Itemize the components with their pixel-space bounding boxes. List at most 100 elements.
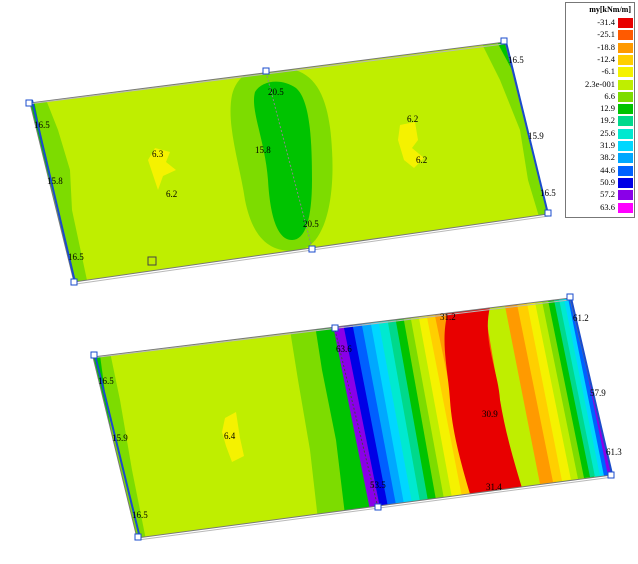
top-label: 16.5 bbox=[508, 55, 524, 65]
legend-value: 31.9 bbox=[600, 140, 615, 150]
legend-value: 6.6 bbox=[604, 90, 615, 101]
legend-value: -31.4 bbox=[597, 17, 615, 27]
top-yellow-spot-right bbox=[398, 122, 424, 168]
legend-value: -6.1 bbox=[601, 66, 615, 77]
top-label: 15.8 bbox=[47, 176, 63, 186]
legend-value: 38.2 bbox=[600, 152, 615, 163]
top-label: 15.9 bbox=[528, 131, 544, 141]
legend-swatch bbox=[618, 165, 633, 176]
support-node-marker bbox=[374, 503, 382, 511]
legend-value: 12.9 bbox=[600, 103, 615, 114]
legend-entry: -18.8 bbox=[566, 42, 636, 53]
top-label: 16.5 bbox=[68, 252, 84, 262]
bottom-label: 16.5 bbox=[98, 376, 114, 386]
bottom-label: 61.3 bbox=[606, 447, 622, 457]
legend-entry: 19.2 bbox=[566, 115, 636, 127]
legend-swatch bbox=[618, 128, 633, 139]
top-label: 6.2 bbox=[166, 189, 177, 199]
support-node-marker bbox=[607, 471, 615, 479]
legend-value: 25.6 bbox=[600, 127, 615, 138]
bottom-label: 63.6 bbox=[336, 344, 352, 354]
bottom-label: 6.4 bbox=[224, 431, 236, 441]
support-node-marker bbox=[500, 37, 508, 45]
legend-entry: 44.6 bbox=[566, 165, 636, 176]
top-label: 6.2 bbox=[407, 114, 418, 124]
bottom-middle-support-line bbox=[334, 329, 379, 509]
bottom-label: 30.9 bbox=[482, 409, 498, 419]
bottom-right-support-line bbox=[570, 297, 613, 475]
legend-entry: 57.2 bbox=[566, 189, 636, 201]
bottom-label: 31.4 bbox=[486, 482, 502, 492]
top-label: 16.5 bbox=[540, 188, 556, 198]
legend-entry: 38.2 bbox=[566, 152, 636, 164]
legend-swatch bbox=[618, 141, 633, 151]
legend-value: 57.2 bbox=[600, 189, 615, 200]
band-r-neg-18-8 bbox=[505, 304, 556, 484]
legend-swatch bbox=[618, 67, 633, 78]
legend-swatch bbox=[618, 202, 633, 213]
legend-entry: 25.6 bbox=[566, 128, 636, 139]
legend-value: -25.1 bbox=[597, 29, 615, 40]
legend-entry: -12.4 bbox=[566, 54, 636, 65]
color-legend: my[kNm/m] -31.4 -25.1 -18.8 -12.4 -6.1 2.3e-0… bbox=[565, 2, 635, 218]
legend-value: 2.3e-001 bbox=[585, 78, 615, 89]
top-slab: 16.5 15.8 16.5 6.3 6.2 20.5 15.8 20.5 6.… bbox=[25, 37, 556, 286]
legend-entry: 6.6 bbox=[566, 91, 636, 102]
legend-swatch bbox=[618, 30, 633, 41]
top-label: 15.8 bbox=[255, 145, 271, 155]
support-node-marker bbox=[90, 351, 98, 359]
support-node-marker bbox=[25, 99, 33, 107]
node-marker bbox=[147, 256, 157, 266]
top-label: 6.3 bbox=[152, 149, 164, 159]
top-label: 6.2 bbox=[416, 155, 427, 165]
top-middle-zone-dark bbox=[253, 81, 312, 240]
top-left-support-line bbox=[31, 99, 76, 283]
legend-swatch bbox=[618, 18, 633, 28]
top-label: 16.5 bbox=[34, 120, 50, 130]
bottom-top-edge-line bbox=[90, 299, 570, 359]
red-core-zone bbox=[444, 307, 522, 494]
bottom-left-support-line bbox=[94, 354, 141, 539]
legend-swatch bbox=[618, 54, 633, 65]
legend-entry: 12.9 bbox=[566, 103, 636, 115]
legend-value: 19.2 bbox=[600, 115, 615, 126]
bottom-label: 31.2 bbox=[440, 312, 456, 322]
legend-swatch bbox=[618, 177, 633, 188]
top-right-support-line bbox=[505, 41, 549, 215]
legend-swatch bbox=[618, 42, 633, 53]
bottom-middle-zone-green bbox=[315, 320, 372, 515]
bottom-label: 53.5 bbox=[370, 480, 386, 490]
bottom-slab: 16.5 15.9 16.5 6.4 63.6 53.5 31.2 30.9 3… bbox=[90, 293, 622, 541]
bottom-label: 16.5 bbox=[132, 510, 148, 520]
legend-value: 50.9 bbox=[600, 176, 615, 187]
support-node-marker bbox=[308, 245, 316, 253]
top-yellow-spot-left bbox=[148, 148, 176, 190]
bottom-label: 57.9 bbox=[590, 388, 606, 398]
support-node-marker bbox=[331, 324, 339, 332]
legend-entry: -25.1 bbox=[566, 29, 636, 41]
legend-entry: -6.1 bbox=[566, 66, 636, 78]
support-node-marker bbox=[70, 278, 78, 286]
support-node-marker bbox=[566, 293, 574, 301]
legend-entry: -31.4 bbox=[566, 17, 636, 28]
bottom-label: 61.2 bbox=[573, 313, 589, 323]
support-node-marker bbox=[262, 67, 270, 75]
legend-value: -18.8 bbox=[597, 41, 615, 52]
support-node-marker bbox=[134, 533, 142, 541]
legend-swatch bbox=[618, 116, 633, 127]
legend-value: -12.4 bbox=[597, 53, 615, 64]
top-label: 20.5 bbox=[303, 219, 319, 229]
bottom-label: 15.9 bbox=[112, 433, 128, 443]
legend-swatch bbox=[618, 91, 633, 102]
legend-entry: 31.9 bbox=[566, 140, 636, 151]
legend-entry: 50.9 bbox=[566, 177, 636, 188]
legend-swatch bbox=[618, 104, 633, 115]
bottom-yellow-spot bbox=[222, 412, 244, 462]
support-node-marker bbox=[544, 209, 552, 217]
legend-value: 63.6 bbox=[600, 201, 615, 212]
legend-entry: 63.6 bbox=[566, 202, 636, 213]
legend-entry: 2.3e-001 bbox=[566, 79, 636, 90]
legend-value: 44.6 bbox=[600, 164, 615, 175]
top-label: 20.5 bbox=[268, 87, 284, 97]
